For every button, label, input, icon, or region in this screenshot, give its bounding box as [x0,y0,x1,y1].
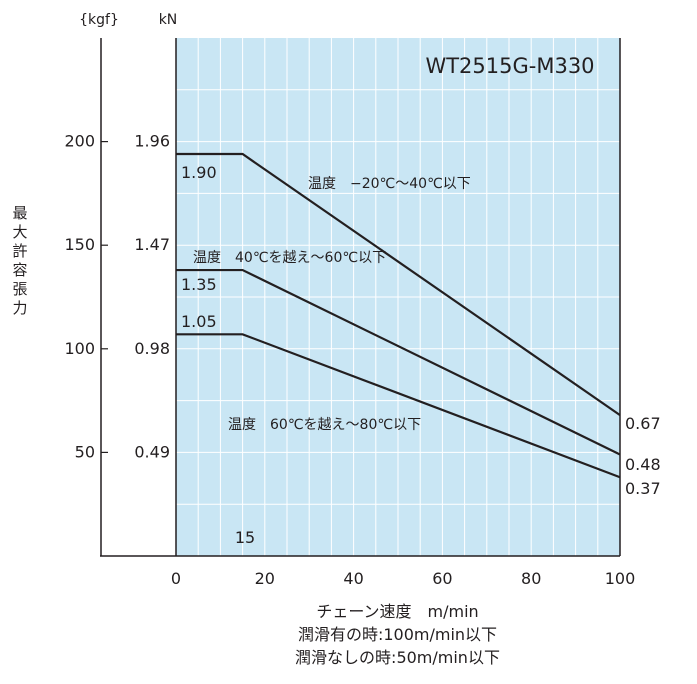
y-tick-label-kgf: 150 [64,235,95,254]
series-lines [176,152,621,479]
x-tick-label: 40 [343,569,363,588]
axes [100,38,621,557]
chart-title: WT2515G-M330 [425,54,594,78]
series-end-label: 0.67 [625,414,661,433]
grid [176,38,620,556]
series-start-label: 1.90 [181,163,217,182]
y-unit-kn: kN [159,12,178,28]
series-end-label: 0.37 [625,479,661,498]
series-name-label: 温度 40℃を越え〜60℃以下 [193,250,386,266]
y-tick-label-kn: 1.47 [134,235,170,254]
y-axis-title: 最大許容張力 [12,204,28,317]
note-lubricated: 潤滑有の時:100m/min以下 [297,625,498,644]
x-tick-label: 20 [255,569,275,588]
series-start-label: 1.05 [181,312,217,331]
series-line [176,333,621,479]
x-axis-title: チェーン速度 m/min [316,602,479,621]
note-unlubricated: 潤滑なしの時:50m/min以下 [295,648,500,667]
series-start-label: 1.35 [181,275,217,294]
y-unit-kgf: {kgf} [79,12,119,28]
series-line [176,268,621,456]
y-tick-label-kn: 0.98 [134,339,170,358]
chart-labels: {kgf} kN 50 0.49 100 0.98 150 1.47 200 1.96 0 20 40 6… [64,12,660,588]
y-tick-label-kgf: 50 [75,442,95,461]
series-name-label: 温度 −20℃〜40℃以下 [308,176,471,192]
y-tick-label-kgf: 100 [64,339,95,358]
x-tick-label: 100 [605,569,636,588]
break-point-annotation: 15 [235,528,255,547]
series-end-label: 0.48 [625,455,661,474]
x-tick-label: 60 [432,569,452,588]
series-name-label: 温度 60℃を越え〜80℃以下 [228,417,421,433]
x-tick-label: 80 [521,569,541,588]
y-tick-label-kgf: 200 [64,132,95,151]
y-tick-label-kn: 0.49 [134,442,170,461]
y-tick-label-kn: 1.96 [134,132,170,151]
x-tick-label: 0 [171,569,181,588]
series-line [176,152,621,417]
